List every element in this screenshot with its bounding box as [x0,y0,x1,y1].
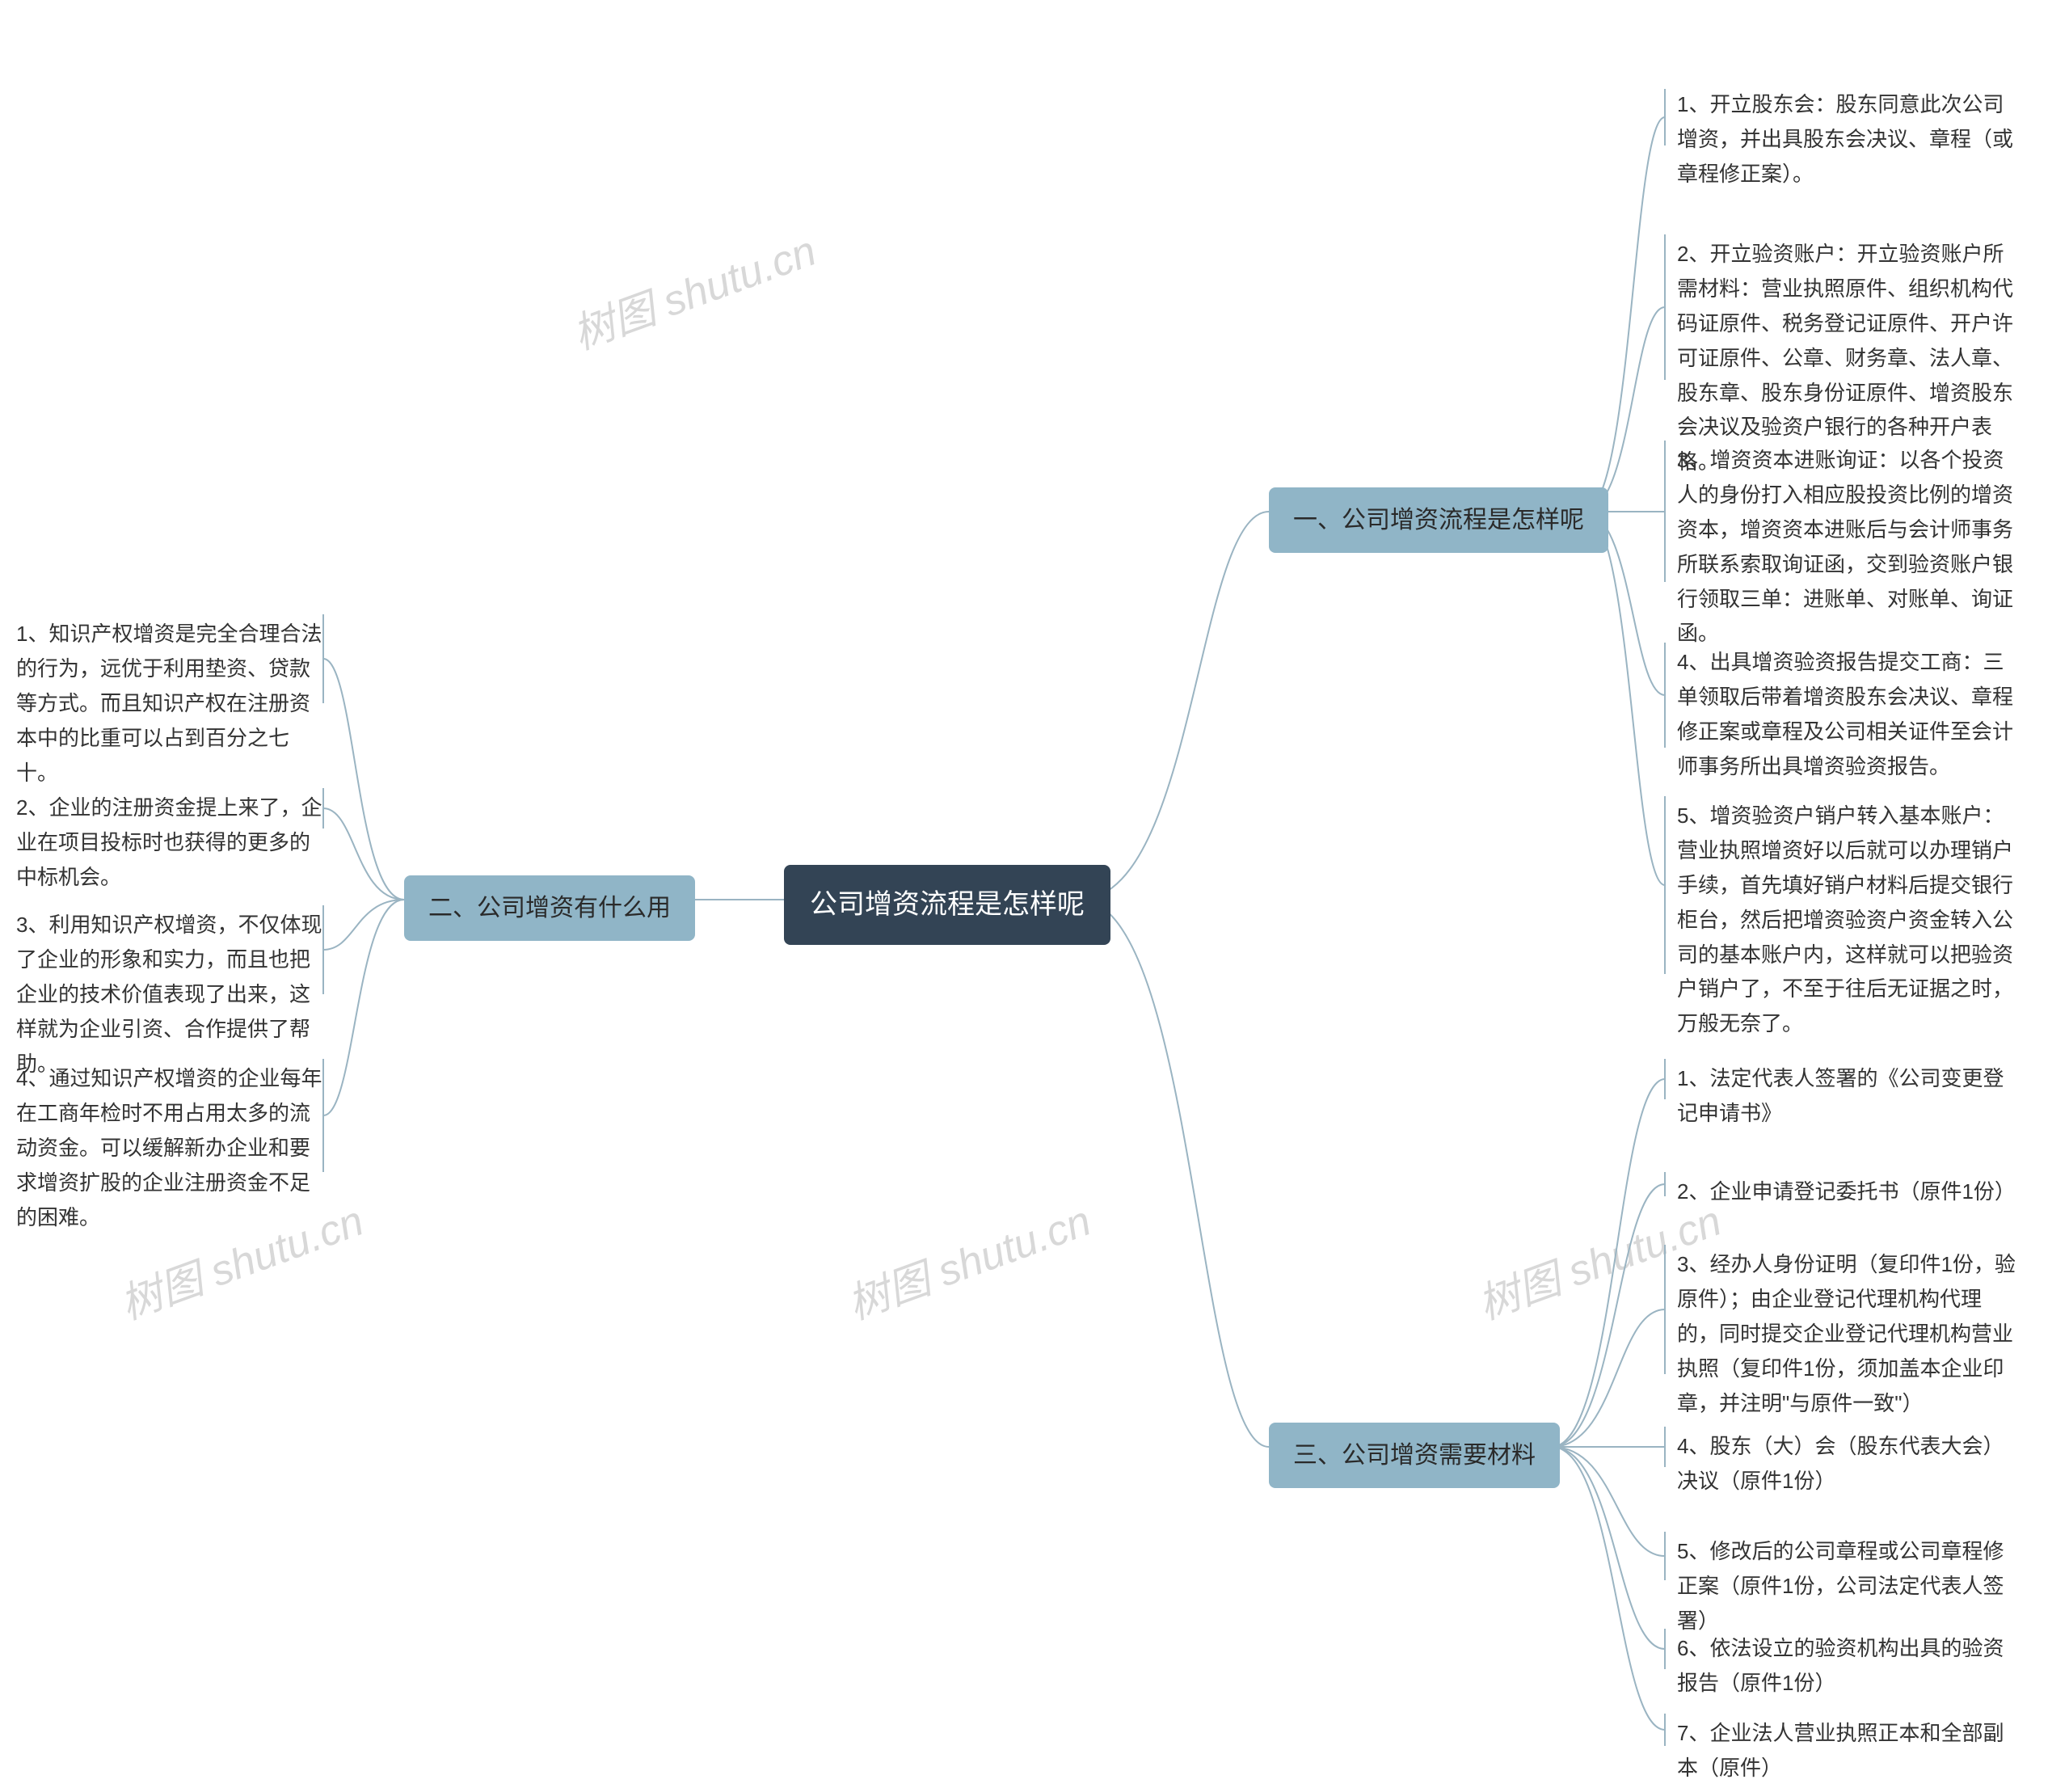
leaf-b1-5: 5、增资验资户销户转入基本账户：营业执照增资好以后就可以办理销户手续，首先填好销… [1677,792,2016,1048]
branch-2: 二、公司增资有什么用 [404,875,695,941]
leaf-b3-1: 1、法定代表人签署的《公司变更登记申请书》 [1677,1055,2016,1137]
branch-3: 三、公司增资需要材料 [1269,1423,1560,1488]
leaf-b1-1: 1、开立股东会：股东同意此次公司增资，并出具股东会决议、章程（或章程修正案）。 [1677,81,2016,198]
watermark: 树图 shutu.cn [838,1187,1098,1330]
leaf-b3-6: 6、依法设立的验资机构出具的验资报告（原件1份） [1677,1625,2016,1707]
leaf-b2-4: 4、通过知识产权增资的企业每年在工商年检时不用占用太多的流动资金。可以缓解新办企… [16,1055,323,1241]
leaf-b1-4: 4、出具增资验资报告提交工商：三单领取后带着增资股东会决议、章程修正案或章程及公… [1677,639,2016,791]
mindmap-root: 公司增资流程是怎样呢 [784,865,1110,945]
leaf-b2-1: 1、知识产权增资是完全合理合法的行为，远优于利用垫资、贷款等方式。而且知识产权在… [16,610,323,796]
leaf-b3-4: 4、股东（大）会（股东代表大会）决议（原件1份） [1677,1423,2016,1505]
branch-1: 一、公司增资流程是怎样呢 [1269,487,1608,553]
leaf-b1-3: 3、增资资本进账询证：以各个投资人的身份打入相应股投资比例的增资资本，增资资本进… [1677,436,2016,657]
leaf-b3-7: 7、企业法人营业执照正本和全部副本（原件） [1677,1710,2016,1792]
watermark: 树图 shutu.cn [563,217,824,361]
leaf-b2-2: 2、企业的注册资金提上来了，企业在项目投标时也获得的更多的中标机会。 [16,784,323,901]
leaf-b3-2: 2、企业申请登记委托书（原件1份） [1677,1168,2016,1216]
leaf-b3-3: 3、经办人身份证明（复印件1份，验原件）；由企业登记代理机构代理的，同时提交企业… [1677,1241,2016,1427]
